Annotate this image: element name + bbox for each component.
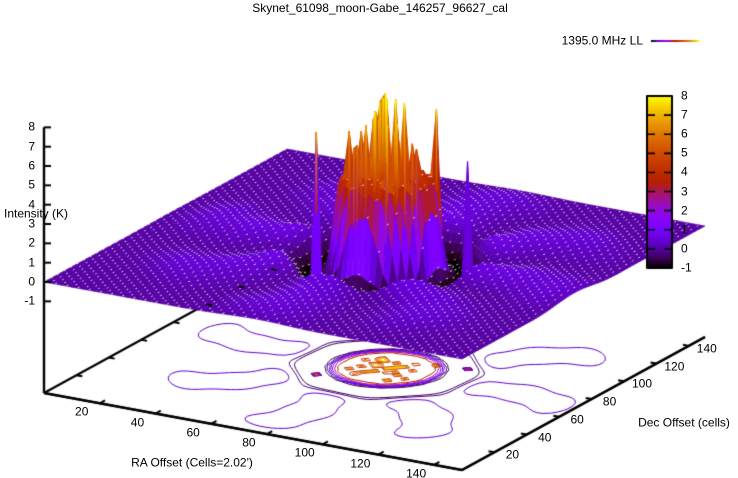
z-axis-tick-label: 5: [28, 177, 35, 192]
y-axis-tick-label: 100: [631, 376, 653, 391]
colorbar-tick-label: 1: [681, 222, 688, 237]
y-axis-tick-label: 80: [602, 394, 617, 409]
y-axis-tick-label: 60: [570, 412, 584, 427]
z-axis-tick-label: 8: [28, 119, 35, 134]
x-axis-tick-label: 40: [130, 415, 145, 430]
z-axis-tick-label: 4: [28, 197, 35, 212]
x-axis-tick-label: 80: [242, 435, 256, 450]
x-axis-tick-label: 20: [75, 404, 89, 419]
colorbar-tick-label: 4: [681, 164, 688, 179]
z-axis-tick-label: 2: [28, 235, 35, 250]
colorbar-tick-label: 2: [681, 203, 688, 218]
z-axis-tick-label: 6: [28, 158, 35, 173]
chart-title: Skynet_61098_moon-Gabe_146257_96627_cal: [252, 1, 508, 15]
z-axis-tick-label: 0: [28, 274, 35, 289]
colorbar-tick-label: 7: [681, 107, 688, 122]
colorbar-tick-label: 3: [681, 184, 688, 199]
z-axis-tick-label: 1: [28, 255, 35, 270]
x-axis-label: RA Offset (Cells=2.02'): [131, 455, 253, 470]
x-axis-tick-label: 60: [186, 425, 200, 440]
colorbar-tick-label: 6: [681, 126, 688, 141]
x-axis-tick-label: 120: [350, 456, 371, 471]
x-axis-tick-label: 140: [406, 466, 427, 478]
y-axis-tick-label: 140: [696, 341, 717, 356]
y-axis-tick-label: 120: [664, 359, 685, 374]
y-axis-tick-label: 40: [538, 430, 552, 445]
colorbar-tick-label: -1: [681, 260, 692, 275]
z-axis-tick-label: -1: [24, 293, 35, 308]
colorbar-tick-label: 8: [681, 88, 688, 103]
z-axis-label: Intensity (K): [3, 206, 69, 221]
z-axis-tick-label: 7: [28, 139, 35, 154]
y-axis-label: Dec Offset (cells): [638, 415, 730, 430]
x-axis-tick-label: 100: [294, 445, 315, 460]
y-axis-tick-label: 20: [505, 447, 520, 462]
colorbar-tick-label: 0: [681, 241, 688, 256]
z-axis-tick-label: 3: [28, 216, 35, 231]
legend-label: 1395.0 MHz LL: [561, 33, 643, 48]
colorbar-tick-label: 5: [681, 145, 688, 160]
